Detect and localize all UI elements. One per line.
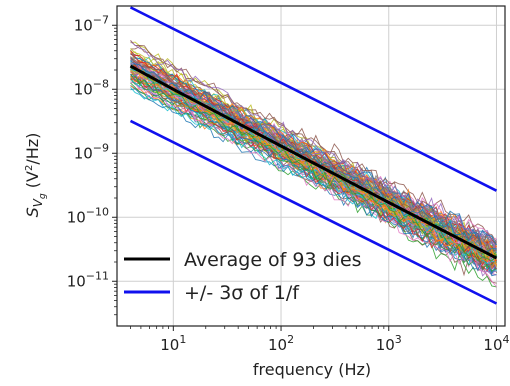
y-tick-label: 10−10 <box>67 205 109 226</box>
y-tick-label: 10−9 <box>74 141 109 162</box>
die-curve <box>130 76 497 272</box>
die-curve <box>130 60 497 241</box>
legend: Average of 93 dies +/- 3σ of 1/f <box>124 249 362 304</box>
x-tick-label: 104 <box>483 333 509 354</box>
die-curve <box>130 59 497 255</box>
y-tick-label: 10−7 <box>74 13 109 34</box>
upper-sigma-line <box>129 6 498 192</box>
average-line <box>129 64 498 260</box>
die-curve <box>130 60 497 253</box>
x-tick-label: 103 <box>376 333 402 354</box>
axis-ticks: 101 102 103 104 10−7 10−8 10−9 10−10 10−11 <box>67 13 510 354</box>
die-curve <box>130 45 497 243</box>
legend-sigma-label: +/- 3σ of 1/f <box>184 282 300 304</box>
series-lines <box>129 6 498 305</box>
plot-frame <box>116 5 506 327</box>
y-axis-label: SVg (V2/Hz) <box>23 133 48 218</box>
x-tick-label: 102 <box>268 333 294 354</box>
die-curve <box>130 41 497 254</box>
lower-sigma-line <box>129 119 498 305</box>
die-curve <box>130 88 497 277</box>
y-tick-label: 10−11 <box>67 269 109 290</box>
legend-average-label: Average of 93 dies <box>184 249 362 271</box>
y-tick-label: 10−8 <box>74 77 109 98</box>
die-curve <box>130 82 497 288</box>
x-tick-label: 101 <box>160 333 186 354</box>
die-curve <box>130 73 497 275</box>
die-curve <box>130 81 497 288</box>
x-axis-label: frequency (Hz) <box>253 360 371 379</box>
